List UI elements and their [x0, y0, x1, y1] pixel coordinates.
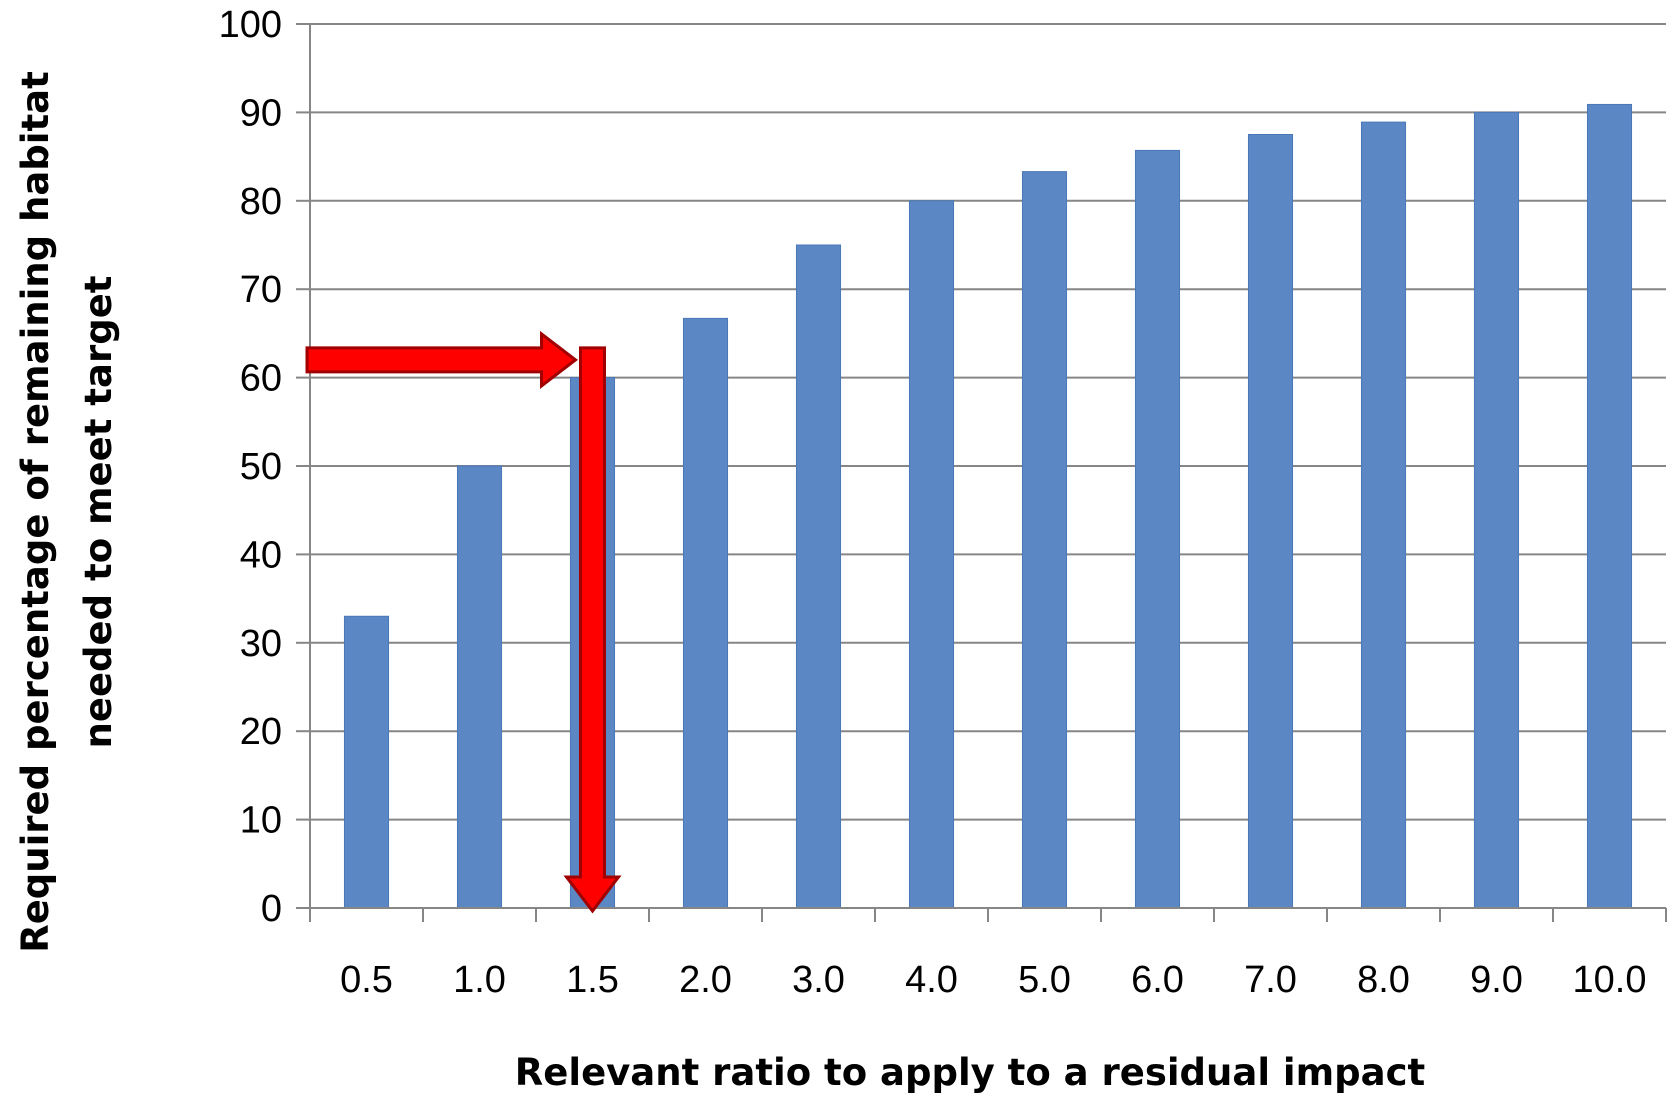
y-tick-label: 80: [240, 181, 282, 223]
y-tick-label: 50: [240, 446, 282, 488]
x-tick-label: 9.0: [1470, 959, 1523, 1001]
y-tick-label: 70: [240, 269, 282, 311]
x-tick-label: 6.0: [1131, 959, 1184, 1001]
y-tick-label: 100: [219, 4, 282, 46]
x-tick-label: 1.0: [453, 959, 506, 1001]
annotation-arrows: [305, 330, 622, 914]
bar-6.0: [1134, 149, 1181, 909]
x-tick-label: 3.0: [792, 959, 845, 1001]
x-tick-label: 0.5: [340, 959, 393, 1001]
x-tick-label: 2.0: [679, 959, 732, 1001]
bar-2.0: [682, 317, 729, 909]
bar-9.0: [1473, 111, 1520, 909]
y-tick-label: 20: [240, 711, 282, 753]
bar-7.0: [1247, 134, 1294, 909]
x-tick-label: 8.0: [1357, 959, 1410, 1001]
y-axis-title-line1: Required percentage of remaining habitat: [14, 71, 57, 953]
vertical-arrow: [563, 346, 622, 914]
x-tick-label: 1.5: [566, 959, 619, 1001]
bar-5.0: [1021, 171, 1068, 909]
x-tick-label: 5.0: [1018, 959, 1071, 1001]
y-tick-label: 30: [240, 623, 282, 665]
y-axis-title-line2: needed to meet target: [77, 276, 120, 749]
bar-4.0: [908, 200, 955, 909]
horizontal-arrow: [305, 330, 578, 389]
x-tick-label: 10.0: [1573, 959, 1647, 1001]
bar-3.0: [795, 244, 842, 909]
bars: [343, 103, 1633, 909]
axes: [296, 23, 1667, 922]
x-tick-label: 7.0: [1244, 959, 1297, 1001]
bar-0.5: [343, 615, 390, 909]
y-tick-label: 0: [261, 888, 282, 930]
bar-1.0: [456, 465, 503, 909]
y-tick-label: 10: [240, 800, 282, 842]
bar-10.0: [1586, 103, 1633, 909]
y-tick-label: 40: [240, 534, 282, 576]
gridlines: [310, 23, 1666, 821]
y-tick-label: 90: [240, 92, 282, 134]
tick-labels: 0 10 20 30 40 50 60 70 80 90 100 0.5 1.0 1.5 2.0 3.0 4.0…: [219, 4, 1647, 1001]
y-tick-label: 60: [240, 358, 282, 400]
bar-8.0: [1360, 121, 1407, 909]
x-axis-title: Relevant ratio to apply to a residual im…: [515, 1051, 1425, 1094]
x-tick-label: 4.0: [905, 959, 958, 1001]
